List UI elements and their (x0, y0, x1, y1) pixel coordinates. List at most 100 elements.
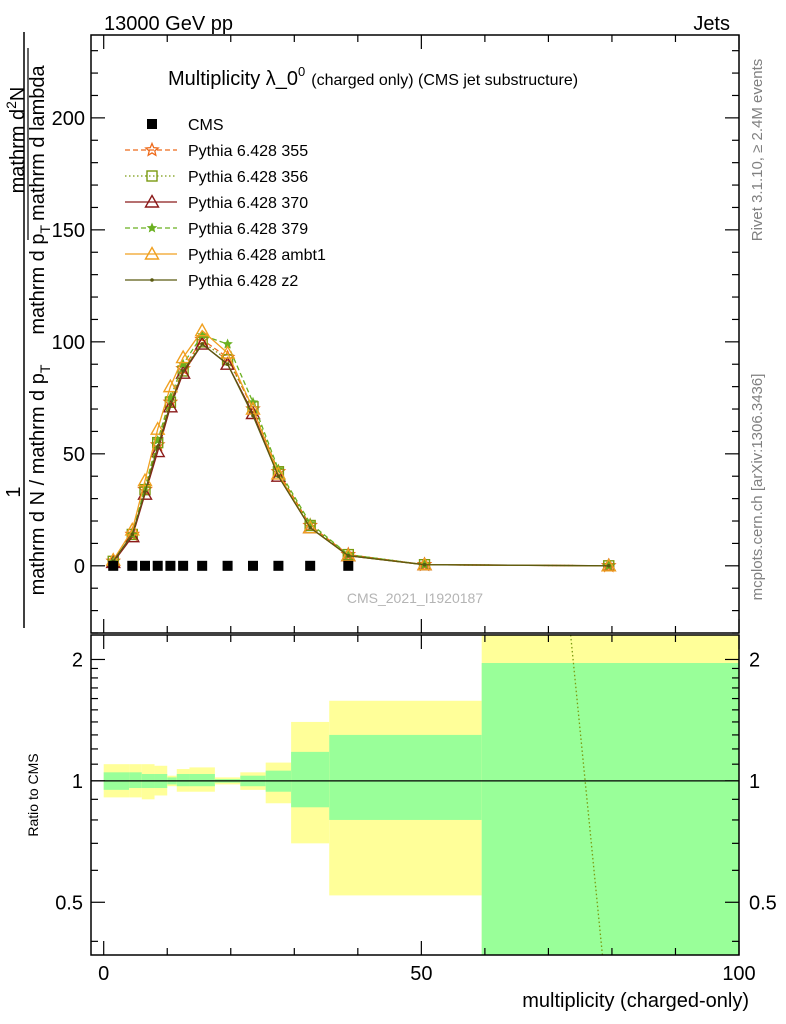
ratio-lines (91, 634, 739, 956)
main-ytick-label-0: 0 (74, 556, 85, 578)
ratio-band-green-11 (329, 734, 482, 820)
legend-marker-5 (144, 246, 160, 260)
legend-label-1: Pythia 6.428 355 (188, 143, 308, 160)
cms-point-3 (152, 560, 163, 571)
legend-label-4: Pythia 6.428 379 (188, 221, 308, 238)
legend-entry-0: CMS (147, 117, 224, 134)
cms-data-layer (108, 560, 354, 571)
series-3-point-9 (270, 468, 287, 482)
series-layer (105, 322, 617, 573)
ratio-ytick-label-right-1: 1 (749, 771, 760, 793)
ratio-bands (103, 635, 739, 955)
series-1 (105, 331, 617, 573)
legend-entry-1: Pythia 6.428 355 (125, 141, 308, 160)
chart-title-main: Multiplicity λ_0 (168, 68, 298, 90)
ratio-ytick-label-right-0: 0.5 (749, 892, 777, 914)
legend-entry-2: Pythia 6.428 356 (125, 169, 308, 186)
series-6-point-6 (200, 342, 204, 346)
main-ylabel: 1 mathrm d N / mathrm d pT mathrm d2N ma… (3, 32, 53, 628)
header-jets: Jets (693, 13, 730, 35)
legend-label-2: Pythia 6.428 356 (188, 169, 308, 186)
series-6-point-12 (422, 562, 427, 567)
series-6-point-4 (168, 402, 173, 407)
ratio-panel-frame (90, 634, 740, 956)
ylabel-inner-denominator: mathrm d pTmathrm d lambda (27, 64, 53, 334)
series-line-6 (112, 343, 609, 567)
ratio-ytick-label-left-1: 1 (72, 771, 83, 793)
cms-point-6 (197, 560, 208, 571)
cms-point-1 (127, 560, 138, 571)
legend-label-3: Pythia 6.428 370 (188, 195, 308, 212)
ratio-band-green-10 (291, 751, 330, 808)
cms-point-9 (273, 560, 284, 571)
x-tick-label-0: 0 (98, 963, 109, 985)
main-ytick-label-4: 200 (52, 108, 85, 130)
legend-label-0: CMS (188, 117, 224, 134)
series-6-point-11 (346, 553, 351, 558)
axes: 0 50 100 150 200 0 50 100 0.5 0.5 1 1 2 2 (52, 35, 777, 985)
series-5-point-13 (601, 557, 617, 572)
series-6-point-10 (308, 525, 312, 530)
cms-point-5 (178, 560, 189, 571)
series-5-point-10 (302, 519, 318, 534)
ratio-ylabel: Ratio to CMS (25, 753, 41, 836)
ylabel-inner-t-subscript: T (37, 225, 53, 234)
ylabel-numerator-one: 1 (3, 486, 25, 497)
series-line-1 (112, 338, 609, 567)
series-5-point-5 (175, 349, 191, 364)
series-5-point-7 (219, 345, 236, 359)
rivet-label: Rivet 3.1.10, ≥ 2.4M events (749, 59, 766, 242)
ylabel-inner-numerator: mathrm d2N (3, 87, 29, 194)
x-axis-label: multiplicity (charged-only) (522, 990, 749, 1012)
x-tick-label-1: 50 (410, 963, 432, 985)
main-ytick-label-1: 50 (63, 444, 85, 466)
legend-entry-3: Pythia 6.428 370 (125, 194, 308, 212)
ylabel-inner-numerator-sup: 2 (3, 101, 19, 109)
cms-point-4 (165, 560, 176, 571)
series-3-point-3 (150, 443, 166, 458)
ratio-band-green-1 (129, 772, 142, 789)
cms-point-11 (343, 560, 354, 571)
main-ytick-label-2: 100 (52, 332, 85, 354)
series-5-point-3 (150, 421, 166, 435)
legend-marker-6 (150, 278, 154, 282)
series-6-point-1 (130, 532, 135, 537)
ylabel-inner-numerator-d: mathrm d (7, 109, 29, 193)
ratio-ytick-label-right-2: 2 (749, 649, 760, 671)
cms-point-7 (222, 560, 233, 571)
series-3-point-8 (245, 405, 261, 420)
ratio-ytick-label-left-0: 0.5 (55, 892, 83, 914)
main-panel-frame (90, 34, 740, 634)
ylabel-denominator: mathrm d N / mathrm d pT (27, 364, 53, 595)
series-6-point-5 (181, 369, 185, 373)
series-3-point-6 (194, 336, 210, 350)
cms-point-2 (140, 560, 150, 571)
series-5-point-11 (340, 547, 356, 562)
ratio-ytick-label-left-2: 2 (72, 649, 83, 671)
legend-entry-5: Pythia 6.428 ambt1 (125, 246, 326, 264)
ratio-band-green-5 (176, 774, 190, 787)
legend-label-6: Pythia 6.428 z2 (188, 273, 298, 290)
series-4 (107, 329, 615, 571)
chart-title-sup: 0 (298, 64, 305, 79)
ratio-band-green-6 (189, 774, 215, 787)
series-5-point-4 (162, 378, 179, 393)
series-6-point-9 (276, 474, 281, 479)
legend-entry-4: Pythia 6.428 379 (125, 221, 308, 238)
header-energy: 13000 GeV pp (104, 13, 233, 35)
ylabel-inner-denominator-dp: mathrm d p (27, 234, 49, 335)
legend-entry-6: Pythia 6.428 z2 (125, 273, 298, 290)
legend-label-5: Pythia 6.428 ambt1 (188, 247, 326, 264)
series-5-point-6 (194, 322, 210, 337)
series-line-3 (112, 343, 609, 567)
main-ytick-label-3: 150 (52, 220, 85, 242)
ylabel-denominator-text: mathrm d N / mathrm d p (27, 373, 49, 595)
ratio-band-green-12 (481, 663, 739, 955)
series-6 (111, 342, 611, 568)
analysis-watermark: CMS_2021_I1920187 (347, 590, 483, 606)
legend-marker-4 (146, 222, 158, 233)
chart-title-rest: (charged only) (CMS jet substructure) (311, 72, 578, 89)
series-6-point-8 (251, 413, 255, 418)
series-3-point-4 (162, 398, 179, 413)
